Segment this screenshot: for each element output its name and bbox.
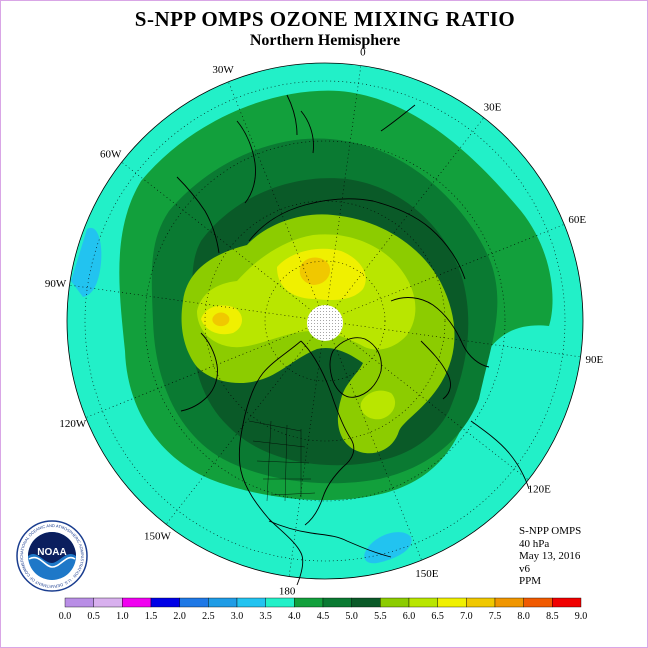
longitude-label: 150E [415,568,439,580]
longitude-label: 30E [484,102,502,114]
colorbar-cell [494,597,524,608]
longitude-label: 120W [59,418,87,430]
longitude-label: 60E [568,214,586,226]
colorbar-tick-label: 8.0 [517,611,530,622]
longitude-label: 120E [528,484,552,496]
latitude-circle [84,80,566,562]
contour-6.0-east [360,390,396,420]
contour-7.0-west [212,312,230,327]
colorbar-tick-label: 0.0 [59,611,72,622]
meridian-line [324,320,529,481]
noaa-logo: NOAA NATIONAL OCEANIC AND ATMOSPHERIC AD… [15,519,88,592]
colorbar-cell [351,597,381,608]
colorbar-cell [150,597,180,608]
colorbar-tick-label: 6.0 [403,611,416,622]
colorbar-tick-label: 5.5 [374,611,387,622]
colorbar-cells [64,597,582,608]
colorbar-cell [208,597,238,608]
meridian-line [324,65,362,322]
coast-europe [390,297,490,400]
map-title: S-NPP OMPS OZONE MIXING RATIO [134,7,516,31]
coastlines [176,94,530,586]
longitude-label: 30W [212,64,234,76]
colorbar-tick-label: 1.5 [145,611,158,622]
contour-7.0 [299,257,331,285]
longitude-label: 90W [45,278,67,290]
map-boundary [66,62,584,580]
meridian-line [324,320,581,358]
colorbar-cell [466,597,496,608]
meridian-line [165,320,326,525]
colorbar-cell [437,597,467,608]
colorbar-tick-label: 3.0 [231,611,244,622]
longitude-label: 60W [100,149,122,161]
longitude-label: 90E [586,354,604,366]
colorbar-cell [265,597,295,608]
longitude-label: 0 [360,47,366,59]
colorbar-cell [236,597,266,608]
colorbar-tick-label: 0.5 [87,611,100,622]
meridian-line [324,224,565,322]
colorbar-cell [408,597,438,608]
coast-africa-north [470,420,530,490]
colorbar-tick-label: 2.5 [202,611,215,622]
blue-patch-atlantic [364,532,412,564]
coast-central-america [268,520,392,558]
colorbar-cell [322,597,352,608]
info-level: 40 hPa [519,537,550,550]
meridian-line [324,117,485,322]
coast-north-america [238,340,355,586]
info-date: May 13, 2016 [519,550,581,562]
colorbar-tick-label: 4.5 [317,611,330,622]
latitude-circle [204,200,446,442]
colorbar-tick-label: 3.5 [259,611,272,622]
meridian-line [121,161,326,322]
info-instrument: S-NPP OMPS [519,525,582,537]
colorbar-cell [294,597,324,608]
colorbar-tick-label: 1.0 [116,611,129,622]
info-units: PPM [519,575,542,587]
longitude-labels: 90E 60E 30E 0 30W 60W 90W 120W 150W 180 150E 120E [45,47,604,598]
info-block: S-NPP OMPS 40 hPa May 13, 2016 v6 PPM [519,525,581,588]
colorbar-cell [380,597,410,608]
colorbar-cell [122,597,152,608]
colorbar-tick-label: 8.5 [546,611,559,622]
info-version: v6 [519,562,530,575]
colorbar-tick-label: 2.0 [173,611,186,622]
meridian-line [69,284,326,322]
latitude-circle [264,260,386,382]
colorbar-cell [523,597,553,608]
blue-patch-pacific [71,227,102,297]
colorbar-ticks: 0.0 0.5 1.0 1.5 2.0 2.5 3.0 3.5 4.0 4.5 5.0 5.5 6.0 6… [59,611,588,622]
meridian-line [288,320,326,577]
colorbar-tick-label: 5.0 [345,611,358,622]
map-subtitle: Northern Hemisphere [249,32,401,49]
logo-wordmark: NOAA [37,547,66,558]
longitude-label: 150W [144,530,172,542]
meridian-line [85,320,326,418]
longitude-label: 180 [279,585,296,597]
coast-asia-arctic [248,94,466,280]
coast-asia-east [176,120,256,254]
colorbar-tick-label: 7.5 [489,611,502,622]
graticule [69,65,581,577]
coast-greenland [329,337,382,398]
colorbar-tick-label: 6.5 [431,611,444,622]
colorbar-tick-label: 4.0 [288,611,301,622]
colorbar-cell [93,597,123,608]
latitude-circle [144,140,506,502]
colorbar-cell [552,597,582,608]
colorbar-cell [179,597,209,608]
colorbar-tick-label: 9.0 [575,611,588,622]
polar-missing-data [307,305,343,341]
meridian-line [228,81,326,322]
coast-alaska [180,332,218,412]
meridian-line [324,320,422,561]
us-state-borders [248,420,316,502]
colorbar-cell [64,597,94,608]
colorbar-tick-label: 7.0 [460,611,473,622]
